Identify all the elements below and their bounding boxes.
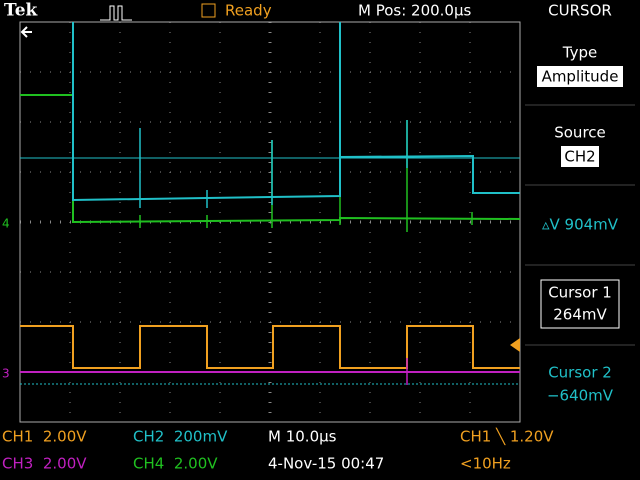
ch4-marker: 4 — [2, 217, 10, 231]
menu-highlight — [561, 146, 599, 167]
menu-highlight — [537, 66, 623, 87]
menu-value[interactable]: −640mV — [547, 387, 614, 405]
ch1-scale: CH1 2.00V — [2, 428, 87, 446]
ch2-trace — [72, 22, 520, 202]
menu-value[interactable]: Amplitude — [542, 68, 619, 86]
ch2-spikes — [139, 120, 408, 208]
menu-label[interactable]: Cursor 1 — [548, 284, 612, 302]
graticule — [20, 22, 520, 422]
menu-label[interactable]: Source — [554, 124, 606, 142]
trigger: CH1 ╲ 1.20V — [460, 428, 554, 446]
timebase: M 10.0µs — [268, 428, 337, 446]
trigger-position — [20, 26, 32, 38]
ch3-scale: CH3 2.00V — [2, 455, 87, 473]
brand: Tek — [4, 1, 39, 21]
frequency: <10Hz — [460, 455, 511, 473]
menu-value[interactable]: CH2 — [564, 148, 595, 166]
ch2-scale: CH2 200mV — [133, 428, 228, 446]
traces — [20, 22, 521, 385]
menu-value[interactable]: 264mV — [553, 306, 607, 324]
trigger-icon — [100, 5, 132, 21]
menu-label[interactable]: Cursor 2 — [548, 364, 612, 382]
menu: Type Amplitude Source CH2 ▵V 904mV Curso… — [525, 44, 635, 405]
position: M Pos: 200.0µs — [358, 2, 472, 20]
graticule-border — [19, 21, 521, 423]
menu-title: CURSOR — [548, 2, 612, 20]
status-icon — [201, 3, 216, 18]
date: 4-Nov-15 00:47 — [268, 455, 384, 473]
ch3-marker: 3 — [2, 367, 10, 381]
trigger-level — [510, 338, 520, 352]
status: Ready — [225, 2, 272, 20]
ch4-scale: CH4 2.00V — [133, 455, 218, 473]
delta-readout: ▵V 904mV — [542, 216, 619, 234]
ch1-trace — [20, 325, 520, 369]
menu-label[interactable]: Type — [562, 44, 597, 62]
cursor1-box — [540, 279, 620, 329]
